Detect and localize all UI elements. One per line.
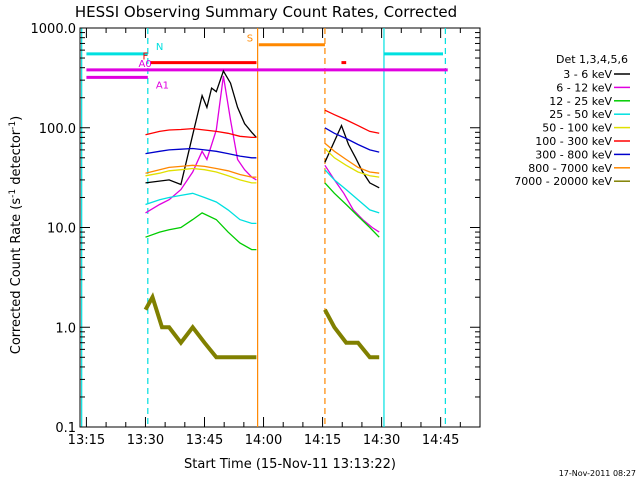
y-axis-label-mid: detector xyxy=(9,129,24,189)
y-axis-label-main: Corrected Count Rate (s xyxy=(9,198,24,355)
flag-label-a1: A1 xyxy=(156,80,169,91)
x-tick-label: 13:30 xyxy=(127,433,164,448)
y-tick-label: 0.1 xyxy=(55,421,76,436)
chart-title: HESSI Observing Summary Count Rates, Cor… xyxy=(75,3,457,21)
series-line-4 xyxy=(145,167,257,184)
y-tick-label: 100.0 xyxy=(39,122,76,137)
series-lines xyxy=(143,69,380,360)
flag-label-a0: A0 xyxy=(139,59,152,70)
vertical-markers xyxy=(81,28,446,427)
series-line-0 xyxy=(324,123,380,189)
plot-frame xyxy=(79,27,481,428)
series-line-8 xyxy=(323,308,380,360)
flag-label-n: N xyxy=(156,42,163,53)
legend-entry-label: 100 - 300 keV xyxy=(535,135,612,148)
x-tick-label: 14:00 xyxy=(245,433,282,448)
series-line-2 xyxy=(145,212,257,251)
y-axis-label-end: ) xyxy=(9,116,24,121)
series-line-3 xyxy=(145,192,257,225)
series-line-2 xyxy=(324,182,380,238)
y-tick-label: 1.0 xyxy=(55,321,76,336)
series-line-1 xyxy=(145,75,257,214)
x-axis-label: Start Time (15-Nov-11 13:13:22) xyxy=(184,457,396,472)
series-line-7 xyxy=(145,164,257,178)
series-line-5 xyxy=(145,127,257,139)
x-tick-label: 14:45 xyxy=(422,433,459,448)
legend-entry-label: 12 - 25 keV xyxy=(549,95,612,108)
x-tick-label: 13:15 xyxy=(68,433,105,448)
legend-entry-label: 300 - 800 keV xyxy=(535,148,612,161)
x-tick-label: 13:45 xyxy=(186,433,223,448)
series-line-4 xyxy=(324,148,380,178)
series-line-0 xyxy=(145,69,257,186)
axes: 0.1 1.0 10.0 100.0 1000.0 13:15 13:30 13:45 14:0… xyxy=(31,22,480,448)
footer-date: 17-Nov-2011 08:27 xyxy=(559,469,636,478)
flag-label-s: S xyxy=(247,34,253,45)
legend-title: Det 1,3,4,5,6 xyxy=(556,53,628,66)
legend-entry-label: 25 - 50 keV xyxy=(549,108,612,121)
legend-entry-label: 3 - 6 keV xyxy=(563,68,612,81)
series-line-3 xyxy=(324,169,380,214)
legend-entry-label: 50 - 100 keV xyxy=(542,122,612,135)
y-axis-label: Corrected Count Rate (s-1 detector-1) xyxy=(8,116,24,354)
legend-entry-label: 6 - 12 keV xyxy=(556,81,612,94)
x-tick-label: 14:15 xyxy=(304,433,341,448)
series-line-6 xyxy=(324,127,380,153)
legend-entry-label: 7000 - 20000 keV xyxy=(514,175,612,188)
series-line-8 xyxy=(143,292,257,360)
x-tick-label: 14:30 xyxy=(363,433,400,448)
series-line-7 xyxy=(324,142,380,174)
y-tick-label: 1000.0 xyxy=(31,22,77,37)
series-line-6 xyxy=(145,147,257,159)
flag-label-f: F xyxy=(143,52,149,63)
plot-frame-border xyxy=(79,27,481,428)
y-axis-label-sup2: -1 xyxy=(8,121,18,130)
y-axis-label-sup1: -1 xyxy=(8,189,18,198)
y-tick-label: 10.0 xyxy=(47,222,76,237)
legend-entry-label: 800 - 7000 keV xyxy=(528,162,612,175)
series-line-5 xyxy=(324,109,380,134)
